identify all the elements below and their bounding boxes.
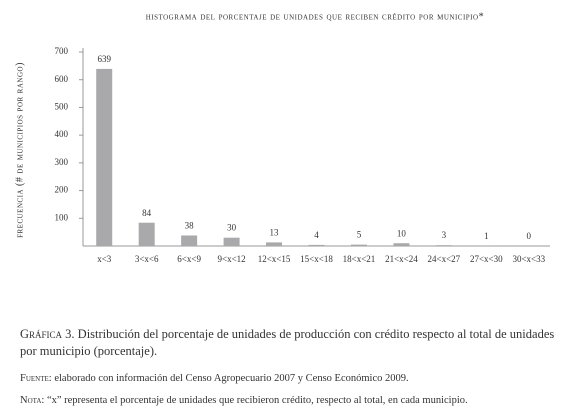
x-tick-label: 9<x<12 [218,254,246,264]
x-tick-label: x<3 [97,254,112,264]
bar [393,243,410,246]
y-tick-label: 100 [55,212,69,222]
y-tick-label: 200 [55,185,69,195]
bar [266,242,283,246]
source-text: elaborado con información del Censo Agro… [54,373,409,384]
x-tick-label: 12<x<15 [258,254,291,264]
y-tick-label: 400 [55,129,69,139]
value-label: 5 [357,230,362,240]
bar [96,68,113,246]
value-label: 38 [185,221,195,231]
bar [308,244,325,246]
source-label: Fuente: [20,373,52,384]
x-tick-label: 24<x<27 [428,254,461,264]
value-label: 0 [527,231,532,241]
x-tick-label: 30<x<33 [512,254,545,264]
bar [223,237,240,246]
y-tick-label: 600 [55,74,69,84]
x-tick-label: 27<x<30 [470,254,503,264]
value-label: 3 [442,230,447,240]
note-label: Nota: [20,395,45,406]
value-label: 4 [314,230,319,240]
value-label: 30 [227,223,237,233]
value-label: 1 [484,231,489,241]
note-text: “x” representa el porcentaje de unidades… [46,395,468,406]
bar [350,244,367,246]
y-tick-label: 700 [55,46,69,56]
bar [435,245,452,246]
chart: histograma del porcentaje de unidades qu… [14,11,550,264]
y-tick-label: 500 [55,101,69,111]
value-label: 84 [142,208,152,218]
x-tick-label: 18<x<21 [343,254,376,264]
caption-label: Gráfica 3. [20,327,75,341]
y-tick-label: 300 [55,157,69,167]
value-label: 13 [270,227,280,237]
x-tick-label: 6<x<9 [177,254,201,264]
source: Fuente: elaborado con información del Ce… [20,370,565,387]
y-axis-label: frecuencia (# de municipios por rango) [14,62,25,238]
caption-text: Distribución del porcentaje de unidades … [20,327,555,358]
value-label: 639 [97,54,111,64]
x-tick-label: 21<x<24 [385,254,418,264]
x-tick-label: 15<x<18 [300,254,333,264]
bar [181,235,198,246]
value-label: 10 [397,228,407,238]
note: Nota: “x” representa el porcentaje de un… [20,392,565,409]
bar [138,222,155,246]
chart-title: histograma del porcentaje de unidades qu… [146,11,485,22]
x-tick-label: 3<x<6 [135,254,159,264]
caption: Gráfica 3. Distribución del porcentaje d… [20,326,565,360]
